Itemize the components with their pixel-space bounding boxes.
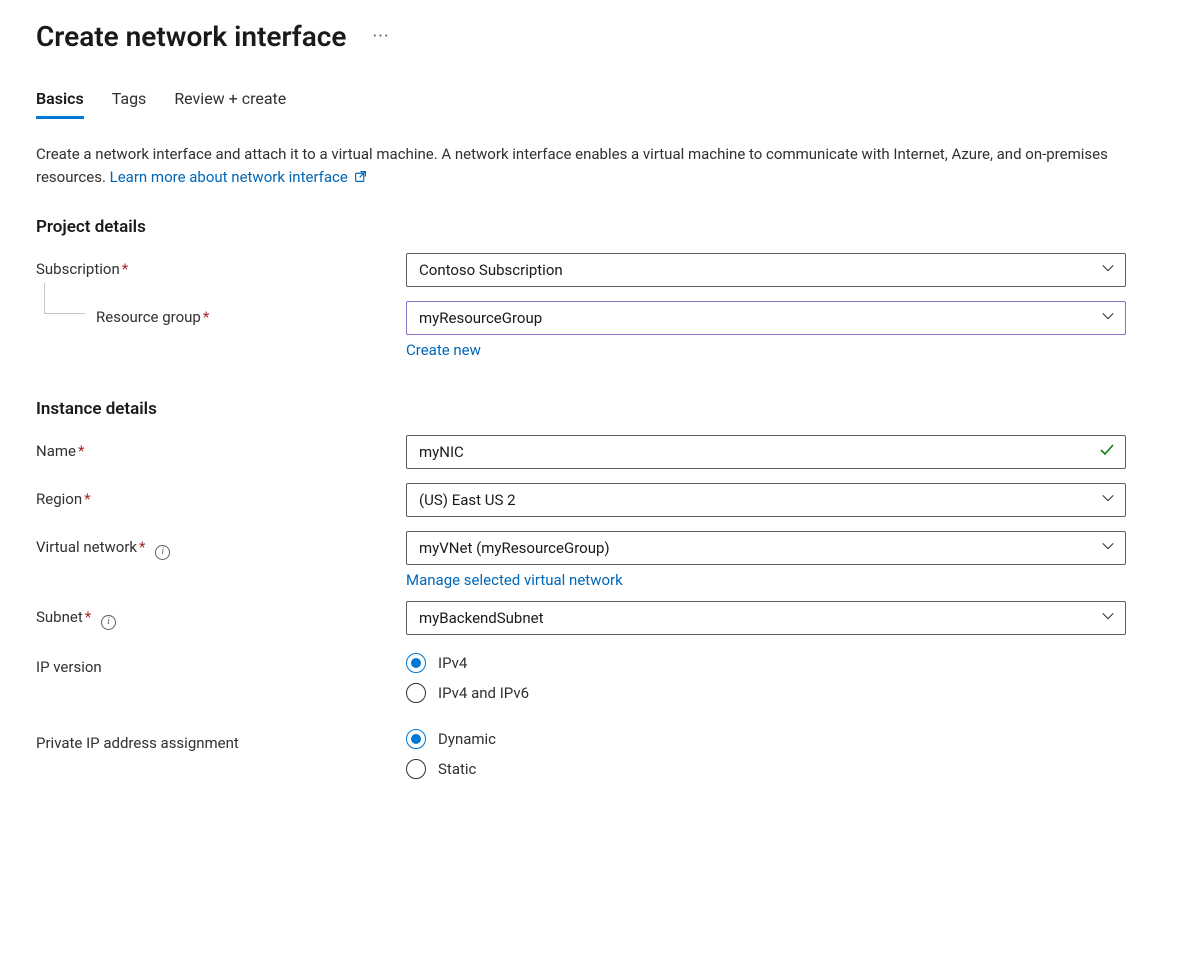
virtual-network-select[interactable]: myVNet (myResourceGroup) xyxy=(406,531,1126,565)
subnet-select[interactable]: myBackendSubnet xyxy=(406,601,1126,635)
external-link-icon xyxy=(354,167,367,190)
label-region: Region* xyxy=(36,483,406,508)
chevron-down-icon xyxy=(1101,539,1115,557)
tab-review-create[interactable]: Review + create xyxy=(174,89,286,119)
label-subnet: Subnet* i xyxy=(36,601,406,630)
radio-dynamic[interactable]: Dynamic xyxy=(406,729,1126,749)
intro-text: Create a network interface and attach it… xyxy=(36,143,1136,189)
label-virtual-network: Virtual network* i xyxy=(36,531,406,560)
chevron-down-icon xyxy=(1101,309,1115,327)
radio-ipv4-ipv6[interactable]: IPv4 and IPv6 xyxy=(406,683,1126,703)
info-icon[interactable]: i xyxy=(155,545,170,560)
page-title: Create network interface xyxy=(36,20,346,53)
tab-tags[interactable]: Tags xyxy=(112,89,147,119)
valid-check-icon xyxy=(1099,442,1115,462)
radio-ipv4[interactable]: IPv4 xyxy=(406,653,1126,673)
label-ip-version: IP version xyxy=(36,651,406,676)
label-name: Name* xyxy=(36,435,406,460)
tab-bar: Basics Tags Review + create xyxy=(36,89,1164,119)
label-private-ip-assignment: Private IP address assignment xyxy=(36,727,406,752)
section-instance-details: Instance details xyxy=(36,399,1164,419)
create-new-link[interactable]: Create new xyxy=(406,341,481,359)
section-project-details: Project details xyxy=(36,217,1164,237)
ip-version-group: IPv4 IPv4 and IPv6 xyxy=(406,651,1126,703)
private-ip-group: Dynamic Static xyxy=(406,727,1126,779)
chevron-down-icon xyxy=(1101,261,1115,279)
more-actions-button[interactable]: ··· xyxy=(366,22,395,51)
learn-more-link[interactable]: Learn more about network interface xyxy=(110,168,367,186)
info-icon[interactable]: i xyxy=(101,615,116,630)
chevron-down-icon xyxy=(1101,609,1115,627)
radio-static[interactable]: Static xyxy=(406,759,1126,779)
subscription-select[interactable]: Contoso Subscription xyxy=(406,253,1126,287)
label-resource-group: Resource group* xyxy=(36,301,406,326)
label-subscription: Subscription* xyxy=(36,253,406,278)
manage-vnet-link[interactable]: Manage selected virtual network xyxy=(406,571,623,589)
chevron-down-icon xyxy=(1101,491,1115,509)
name-input[interactable]: myNIC xyxy=(406,435,1126,469)
tab-basics[interactable]: Basics xyxy=(36,89,84,119)
region-select[interactable]: (US) East US 2 xyxy=(406,483,1126,517)
resource-group-select[interactable]: myResourceGroup xyxy=(406,301,1126,335)
